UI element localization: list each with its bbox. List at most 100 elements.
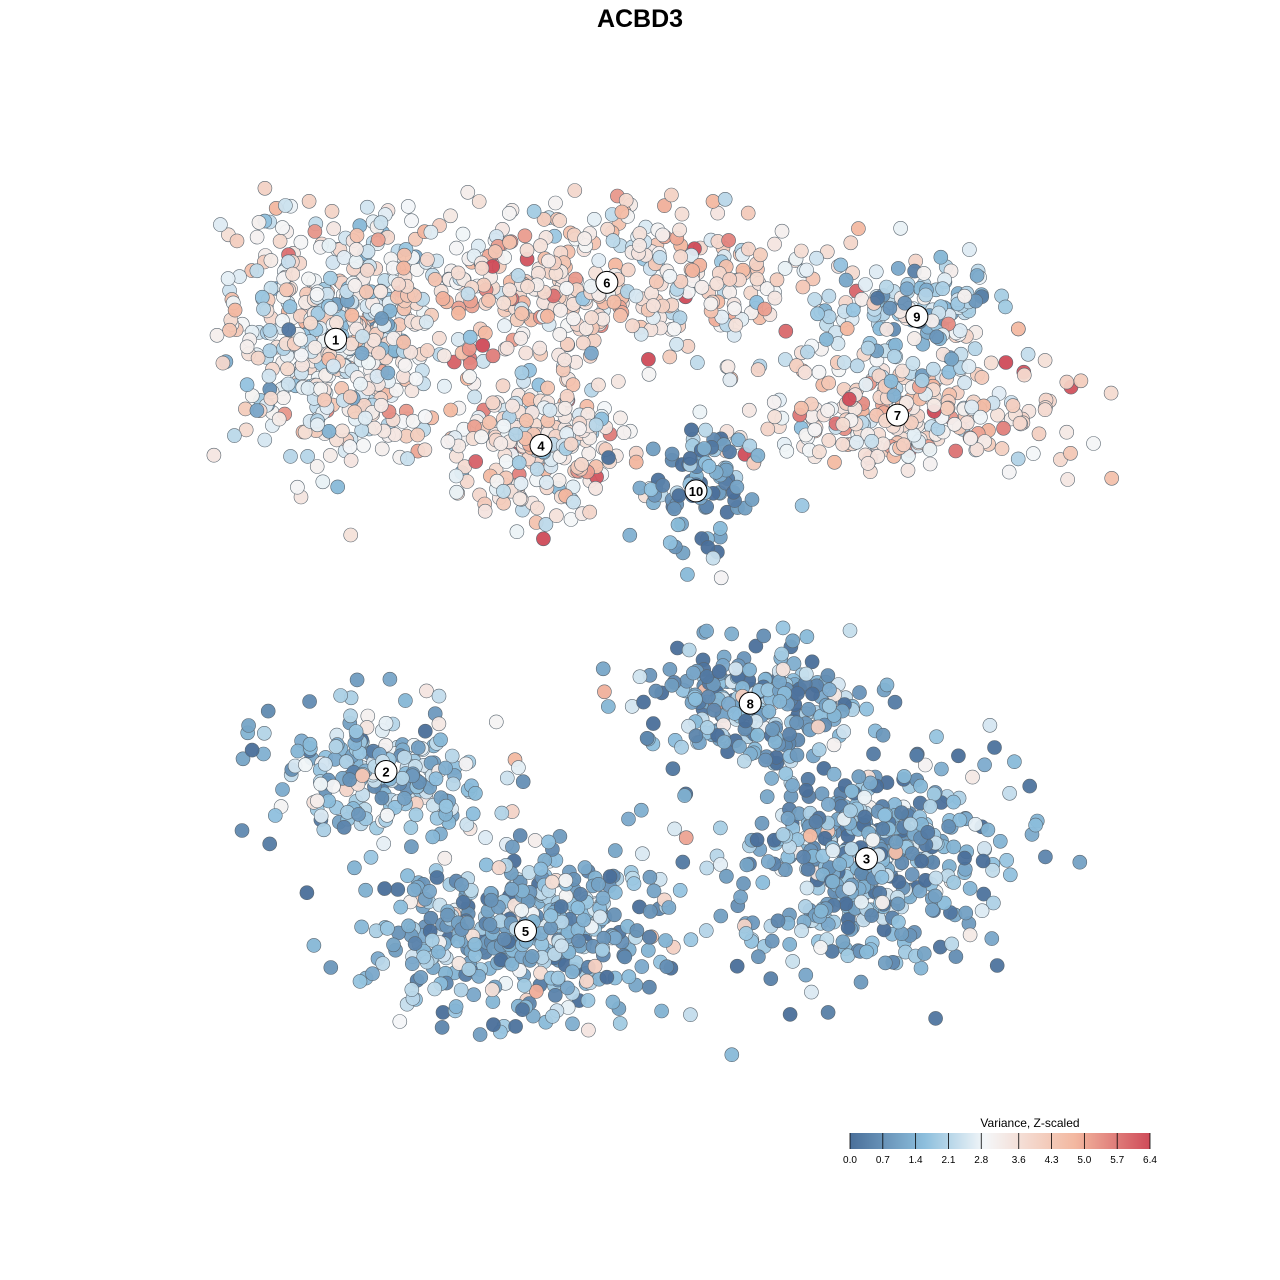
cell-point [572,421,587,437]
cell-point [738,926,754,941]
cell-point [227,302,243,318]
cell-point [1002,867,1018,883]
cell-point [655,227,670,243]
cell-point [600,699,616,714]
legend: Variance, Z-scaled 0.0 0.7 1.4 2.1 2.8 3.6 4.3… [843,1116,1157,1166]
cell-point [293,332,308,347]
cell-point [262,836,278,852]
cell-point [741,402,757,418]
cell-point [508,426,524,442]
cell-point [373,397,389,413]
cell-point [655,478,671,493]
cell-point [349,672,365,688]
cluster-label-4: 4 [529,433,553,457]
cell-point [394,770,410,786]
cell-point [466,987,482,1003]
cell-point [809,250,824,266]
cell-point [757,301,773,317]
cell-point [819,332,834,347]
legend-tick-label: 2.8 [974,1155,988,1166]
cell-point [380,921,395,936]
cell-point [705,194,721,209]
cell-point [339,754,354,770]
cell-point [736,753,752,769]
cell-point [794,498,810,513]
cell-point [467,936,483,952]
cell-point [256,301,271,317]
cell-point [903,816,918,832]
cell-point [821,288,837,304]
cell-point [595,890,611,906]
cell-point [642,904,658,919]
cell-point [541,253,556,269]
cell-point [865,832,881,848]
cell-point [636,694,651,710]
legend-tick-label: 2.1 [941,1155,955,1166]
cell-point [560,336,575,352]
cell-point [775,662,791,677]
cell-point [536,212,552,227]
cell-point [431,944,446,960]
cell-point [857,790,872,805]
cell-point [678,830,694,846]
cell-point [279,282,294,298]
cell-point [887,694,903,710]
cell-point [760,421,776,437]
cell-point [529,500,545,516]
cell-point [527,833,543,848]
cell-point [465,806,481,822]
cell-point [713,820,728,836]
cell-point [313,776,329,792]
cell-point [460,915,475,931]
cell-point [800,344,815,360]
cluster-label-2: 2 [374,760,398,783]
cell-point [334,423,350,439]
cell-point [749,832,765,848]
cell-point [276,390,291,406]
cluster-label-badge [738,691,762,715]
cell-point [344,307,360,323]
cell-point [994,441,1010,456]
cell-point [821,375,837,391]
cell-point [999,852,1015,868]
cell-point [900,462,916,478]
cell-point [886,388,902,403]
cell-point [820,1005,836,1020]
cell-point [445,776,461,792]
cell-point [514,365,530,381]
cell-point [641,352,656,367]
cell-point [567,183,583,198]
cell-point [868,264,884,280]
cell-point [958,905,974,921]
cluster-label-9: 9 [905,305,929,328]
cell-point [712,521,728,536]
cell-point [437,850,453,866]
cell-point [742,438,758,454]
cell-point [431,716,447,732]
cell-point [206,447,222,463]
cell-point [1012,415,1028,431]
cell-point [998,299,1013,315]
cell-point [502,235,517,250]
cell-point [821,797,836,812]
cell-point [642,929,657,945]
cell-point [713,908,729,924]
cell-point [234,823,250,838]
cell-point [890,896,906,912]
cell-point [948,949,964,964]
cell-point [283,449,298,464]
cluster-label-10: 10 [684,479,708,503]
cell-point [601,450,616,465]
cell-point [909,747,925,763]
cell-point [213,217,228,232]
cell-point [315,474,331,490]
cell-point [741,241,756,257]
cell-point [579,973,595,989]
cell-point [483,892,499,908]
cell-point [764,933,780,949]
cell-point [782,1007,798,1022]
cell-point [670,517,686,533]
cell-point [905,356,921,371]
cell-point [512,828,528,843]
cell-point [357,410,373,426]
